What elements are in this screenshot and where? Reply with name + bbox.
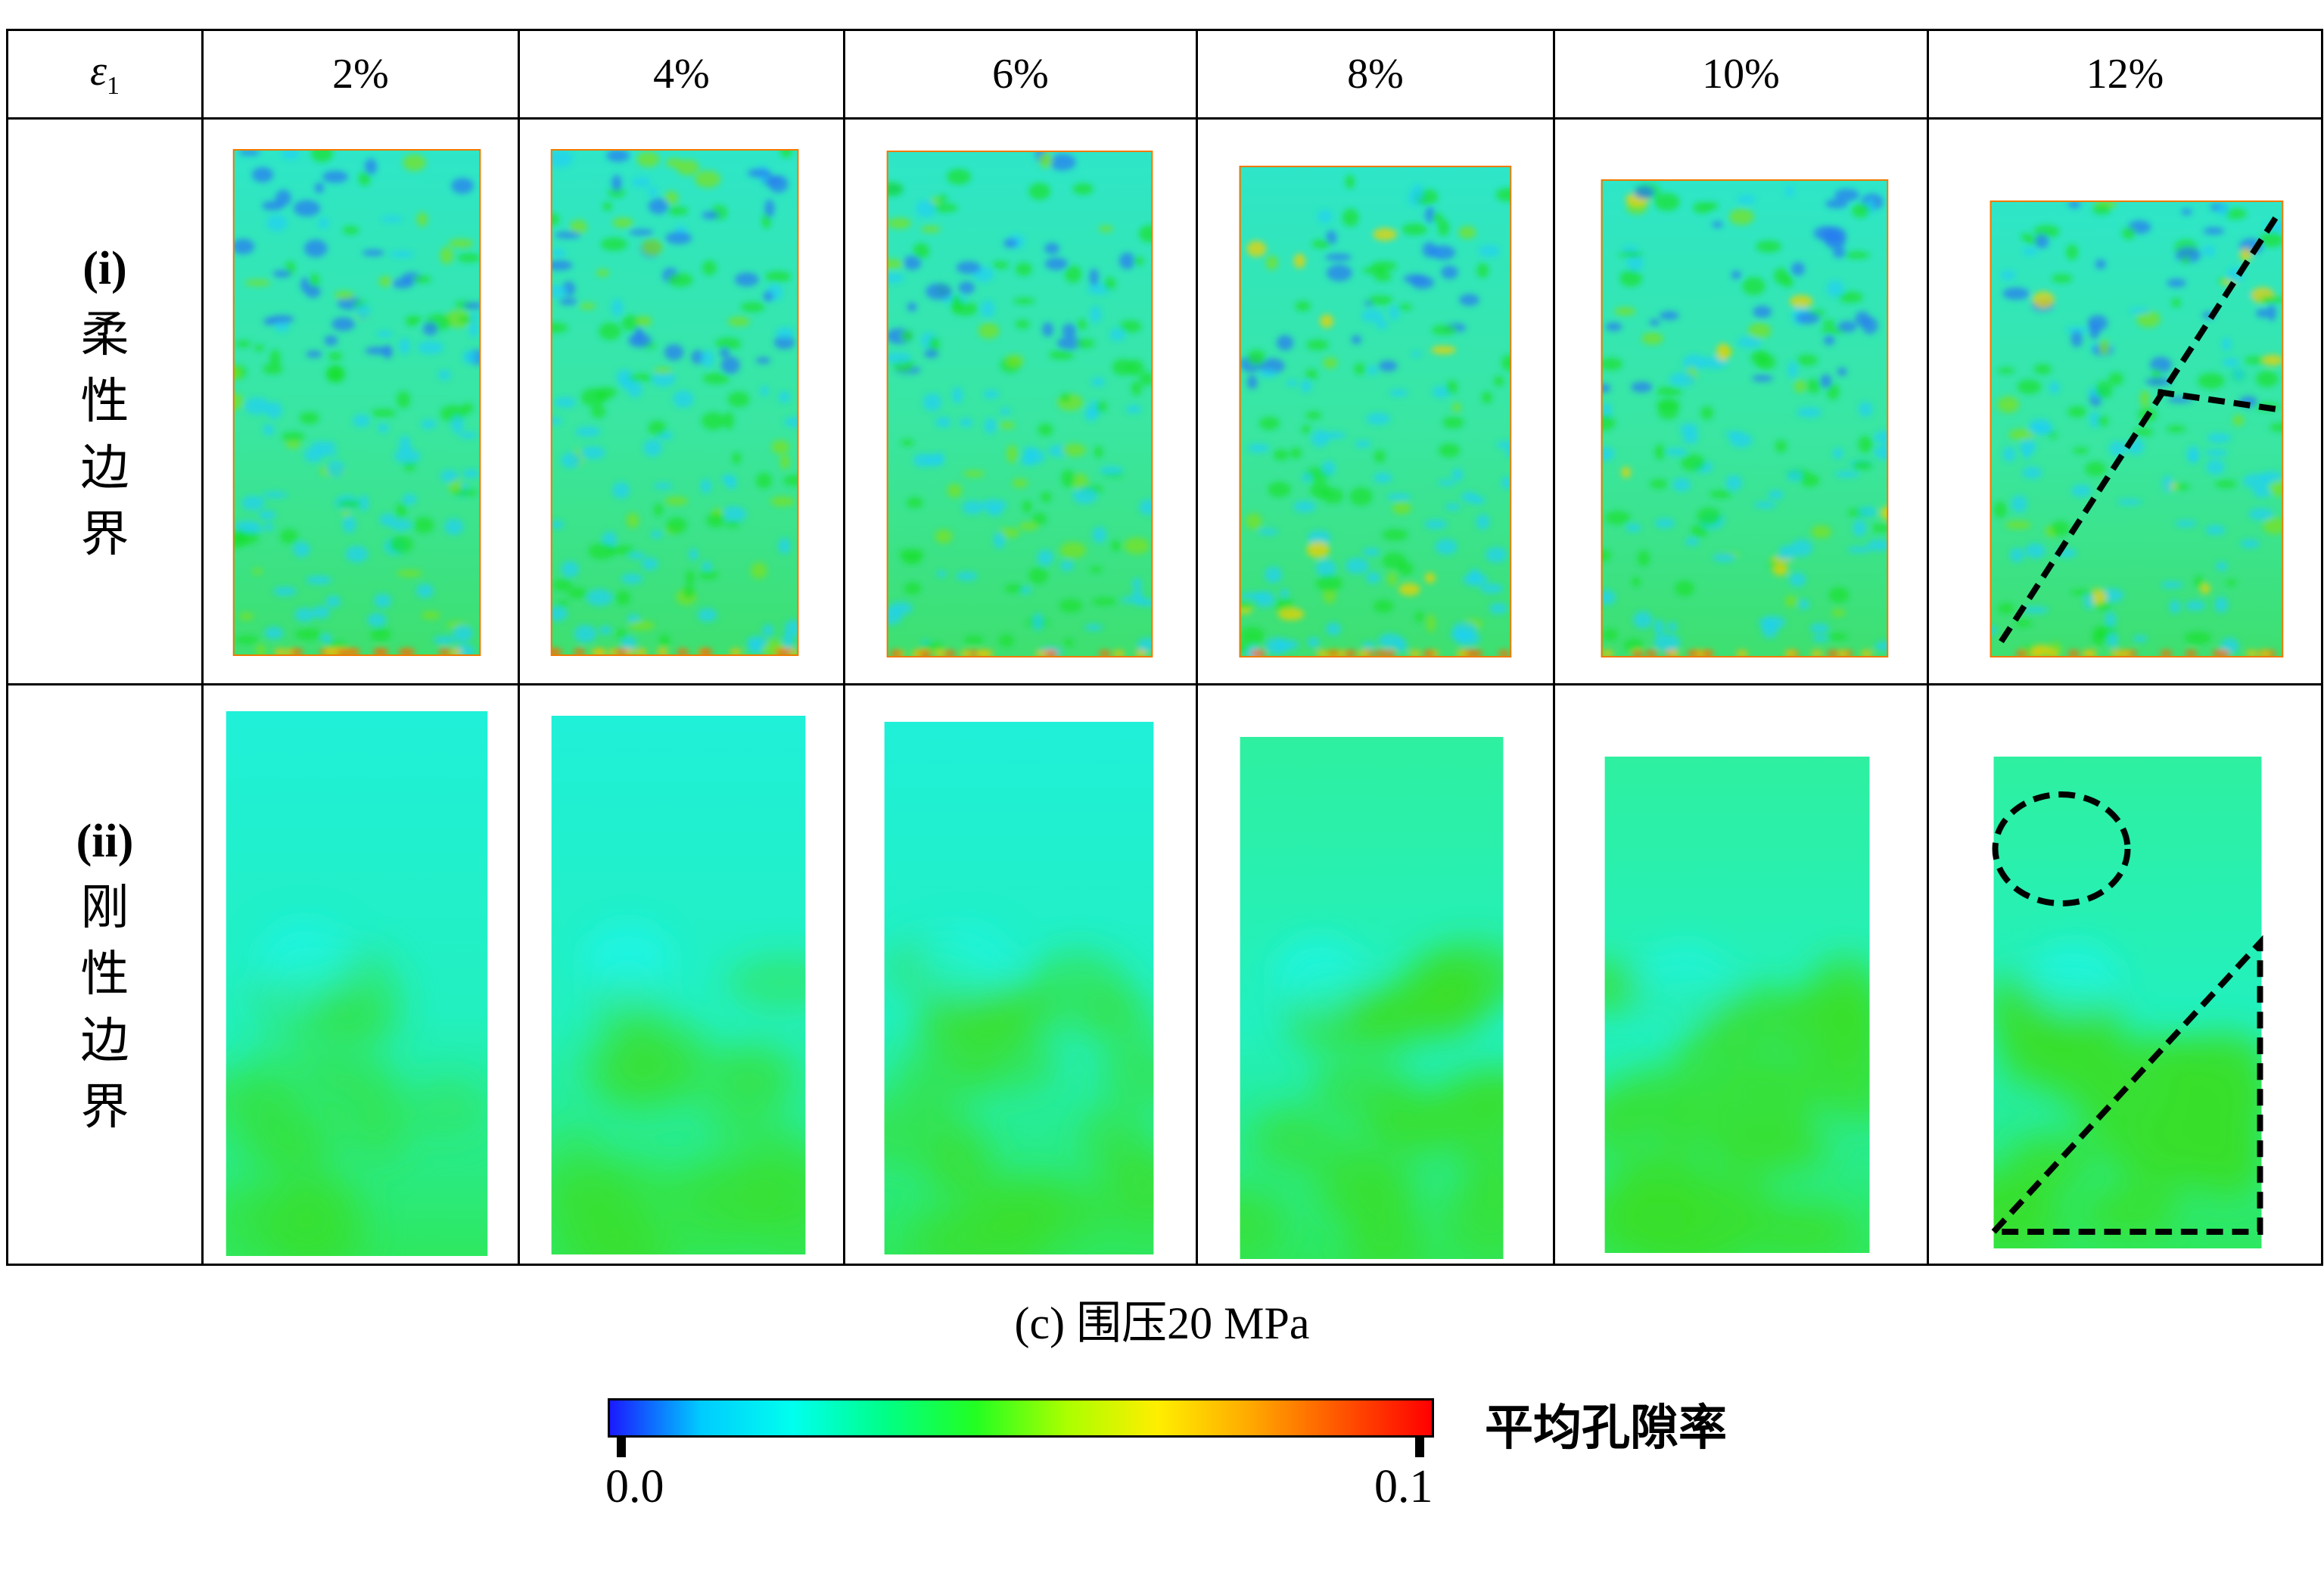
flexible-map-12 [1927, 117, 2323, 685]
porosity-map-rigid-2 [226, 711, 488, 1256]
strain-header-12: 12% [1927, 29, 2323, 120]
porosity-map-rigid-10 [1604, 757, 1870, 1253]
porosity-map-flexible-12 [1990, 201, 2284, 657]
rigid-map-6 [843, 683, 1198, 1266]
porosity-texture [1601, 182, 1888, 657]
strain-symbol: ε1 [89, 48, 120, 101]
header-row: ε1 2% 4% 6% 8% 10% 12% [6, 29, 2323, 120]
shear-band-line [1999, 214, 2279, 644]
axis-header-cell: ε1 [6, 29, 204, 120]
porosity-colorbar [608, 1398, 1434, 1438]
porosity-map-flexible-10 [1601, 179, 1889, 657]
porosity-texture [1993, 943, 2262, 1248]
porosity-texture [884, 927, 1154, 1254]
specimen-edge [232, 149, 481, 656]
flexible-map-10 [1553, 117, 1929, 685]
porosity-texture [551, 150, 798, 655]
porosity-map-rigid-12 [1986, 757, 2263, 1248]
porosity-map-rigid-8 [1240, 737, 1504, 1259]
porosity-texture [1990, 201, 2283, 657]
rigid-map-4 [518, 683, 845, 1266]
specimen-base [1601, 180, 1888, 657]
rigid-boundary-row: (ii) 刚 性 边 界 [6, 683, 2323, 1266]
porosity-texture [233, 150, 481, 655]
colorbar-title: 平均孔隙率 [1485, 1400, 1727, 1456]
porosity-texture [1604, 946, 1870, 1253]
porosity-texture [1240, 175, 1511, 657]
flexible-boundary-row: (i) 柔 性 边 界 [6, 117, 2323, 685]
specimen-edge [550, 149, 799, 656]
strain-header-4: 4% [518, 29, 845, 120]
strain-header-8: 8% [1196, 29, 1555, 120]
strain-header-2: 2% [201, 29, 520, 120]
rigid-map-8 [1196, 683, 1555, 1266]
figure-caption: (c) 围压20 MPa [1014, 1298, 1310, 1348]
rigid-map-10 [1553, 683, 1929, 1266]
figure-table: ε1 2% 4% 6% 8% 10% 12% (i) 柔 性 边 界 (ii) [6, 29, 2323, 1266]
porosity-map-flexible-4 [550, 149, 799, 656]
porosity-texture [887, 151, 1153, 657]
colorbar-min-label: 0.0 [605, 1461, 664, 1512]
porosity-map-flexible-8 [1239, 166, 1512, 657]
dashed-ellipse [1992, 791, 2131, 906]
porosity-texture [1240, 937, 1504, 1259]
porosity-map-flexible-2 [232, 149, 481, 656]
row-label-rigid: (ii) 刚 性 边 界 [6, 683, 204, 1266]
specimen-edge [886, 151, 1153, 657]
porosity-texture [226, 922, 488, 1256]
branch-crack-line [2157, 389, 2283, 413]
colorbar-min-tick [617, 1436, 626, 1457]
strain-header-10: 10% [1553, 29, 1929, 120]
row-label-flexible: (i) 柔 性 边 界 [6, 117, 204, 685]
specimen-edge [1239, 166, 1512, 657]
strain-header-6: 6% [843, 29, 1198, 120]
flexible-map-4 [518, 117, 845, 685]
flexible-map-2 [201, 117, 520, 685]
colorbar-max-label: 0.1 [1374, 1461, 1433, 1512]
rigid-map-12 [1927, 683, 2323, 1266]
specimen-edge [1601, 179, 1889, 657]
rigid-map-2 [201, 683, 520, 1266]
porosity-texture [551, 924, 806, 1254]
porosity-map-rigid-4 [551, 716, 806, 1254]
porosity-map-flexible-6 [886, 151, 1153, 657]
specimen-edge [1990, 201, 2284, 657]
flexible-map-8 [1196, 117, 1555, 685]
colorbar-max-tick [1415, 1436, 1424, 1457]
flexible-map-6 [843, 117, 1198, 685]
porosity-map-rigid-6 [884, 722, 1154, 1254]
